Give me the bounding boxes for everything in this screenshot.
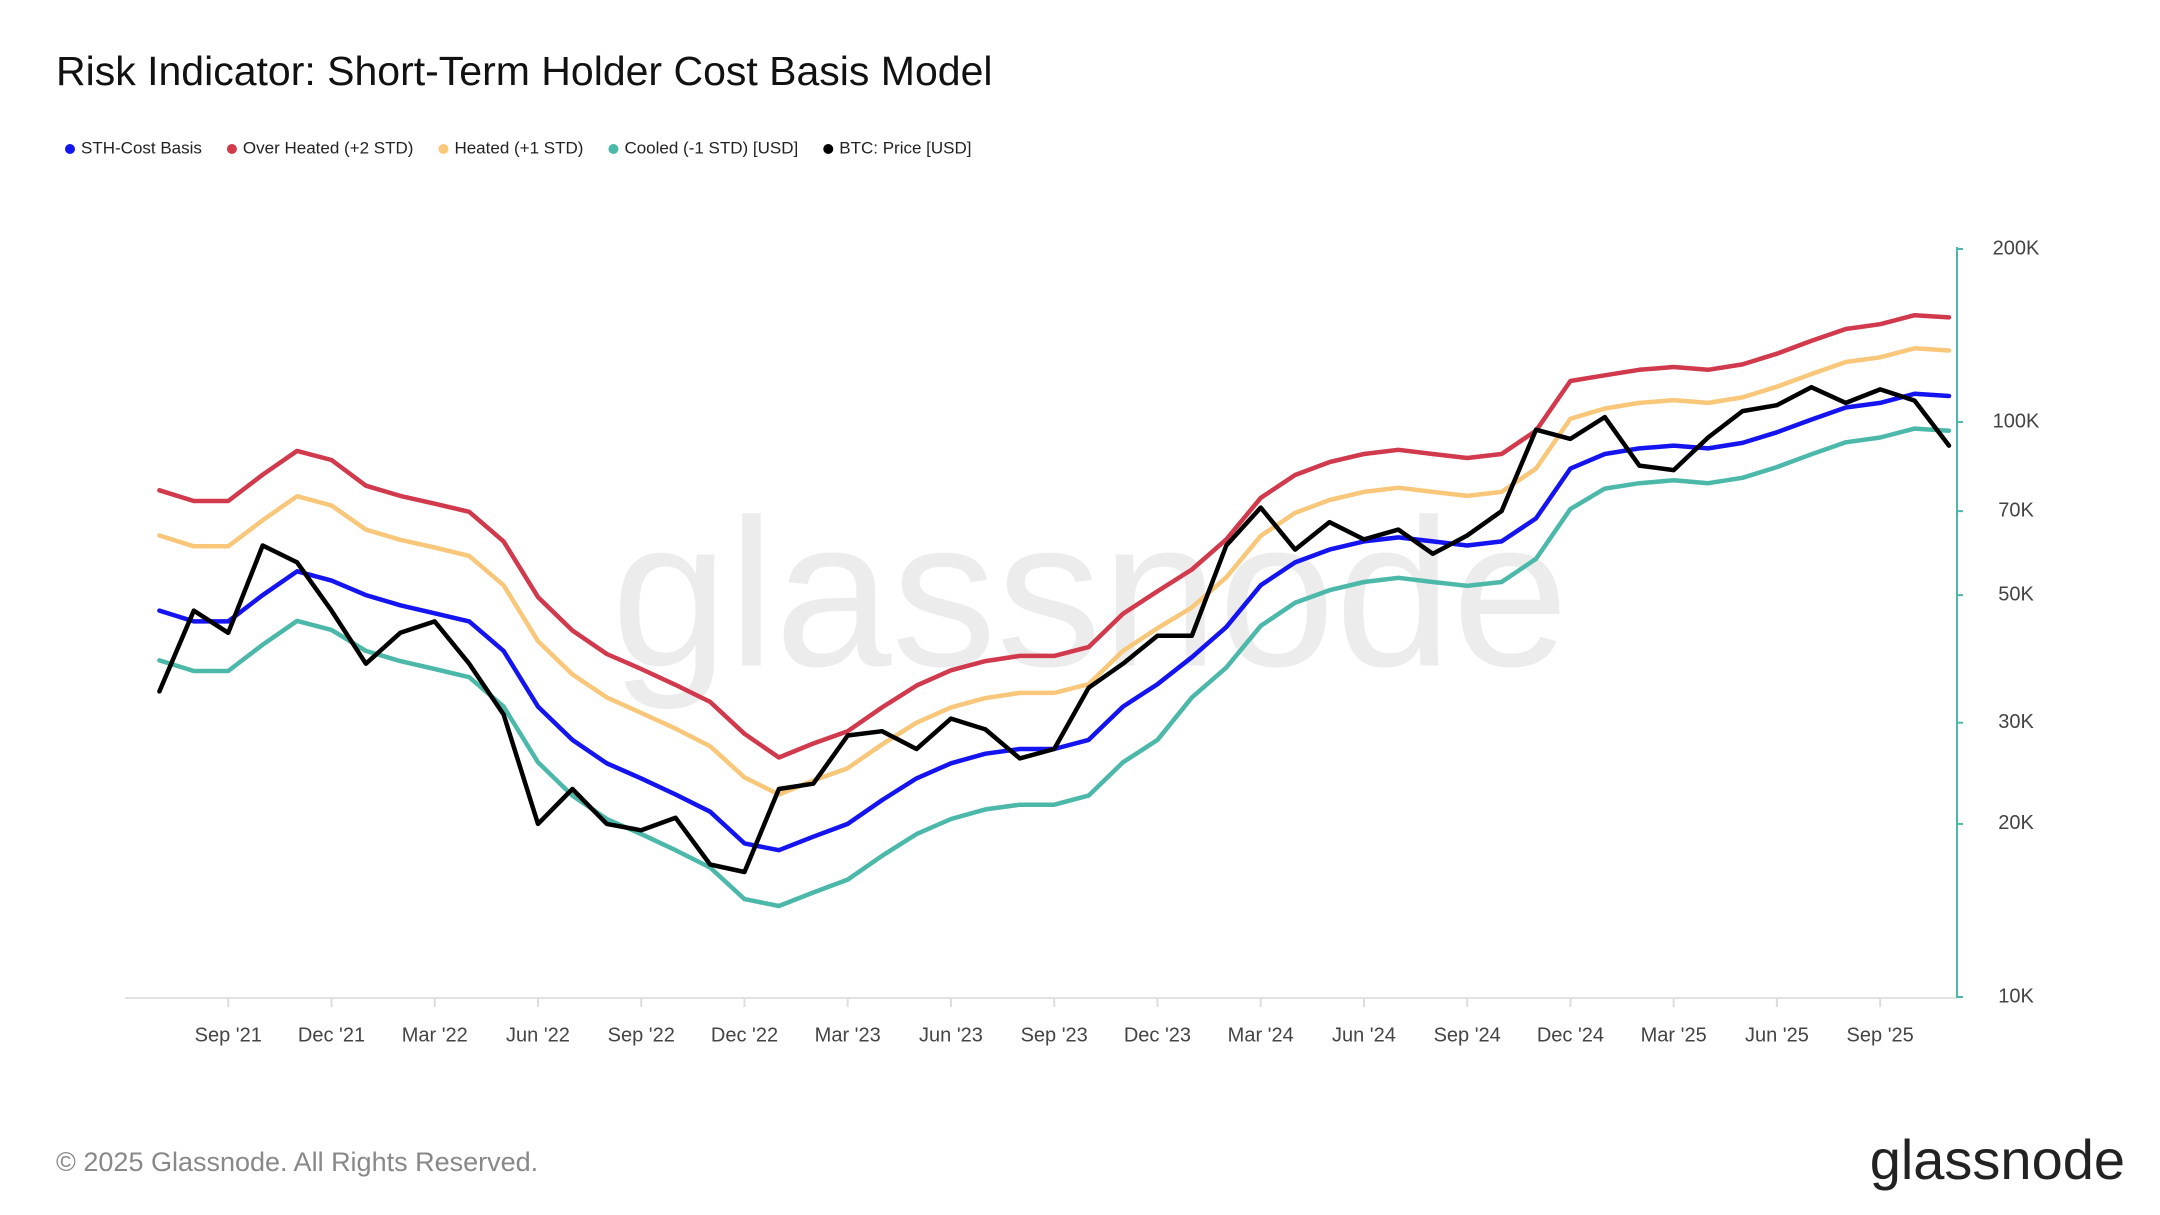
x-tick-label: Sep '22 [608,1024,675,1046]
y-tick-label: 70K [1998,499,2034,521]
x-tick-label: Sep '21 [195,1024,262,1046]
x-tick-label: Jun '22 [506,1024,570,1046]
series-line [157,384,1952,875]
x-tick-label: Dec '24 [1537,1024,1604,1046]
x-tick-label: Sep '24 [1434,1024,1501,1046]
legend-marker [823,144,834,154]
x-tick-label: Mar '25 [1641,1024,1707,1046]
x-tick-label: Sep '25 [1847,1024,1914,1046]
x-tick-label: Jun '23 [919,1024,983,1046]
legend-marker [438,144,449,154]
x-tick-label: Jun '24 [1332,1024,1396,1046]
legend-marker [226,144,237,154]
legend-label: Over Heated (+2 STD) [243,138,414,157]
y-tick-label: 20K [1998,812,2034,834]
legend-label: BTC: Price [USD] [839,138,971,157]
x-tick-label: Mar '22 [402,1024,468,1046]
x-tick-label: Dec '22 [711,1024,778,1046]
legend-label: STH-Cost Basis [81,138,202,157]
x-tick-label: Jun '25 [1745,1024,1809,1046]
y-tick-label: 50K [1998,583,2034,605]
chart-title: Risk Indicator: Short-Term Holder Cost B… [56,48,992,94]
footer: © 2025 Glassnode. All Rights Reserved. [56,1147,538,1177]
x-tick-label: Sep '23 [1021,1024,1088,1046]
watermark: glassnode [611,475,1568,710]
series-line [157,426,1952,909]
logo: glassnode [1870,1128,2125,1191]
legend-label: Cooled (-1 STD) [USD] [624,138,798,157]
legend-label: Heated (+1 STD) [454,138,583,157]
y-tick-label: 30K [1998,711,2034,733]
legend-marker [65,144,75,154]
x-tick-label: Dec '23 [1124,1024,1191,1046]
x-tick-label: Mar '23 [815,1024,881,1046]
legend-marker [608,144,619,154]
x-tick-label: Dec '21 [298,1024,365,1046]
series-line [157,346,1952,797]
y-tick-label: 200K [1993,237,2040,259]
series-line [157,312,1952,760]
x-tick-label: Mar '24 [1228,1024,1294,1046]
y-tick-label: 10K [1998,985,2034,1007]
y-tick-label: 100K [1993,410,2040,432]
